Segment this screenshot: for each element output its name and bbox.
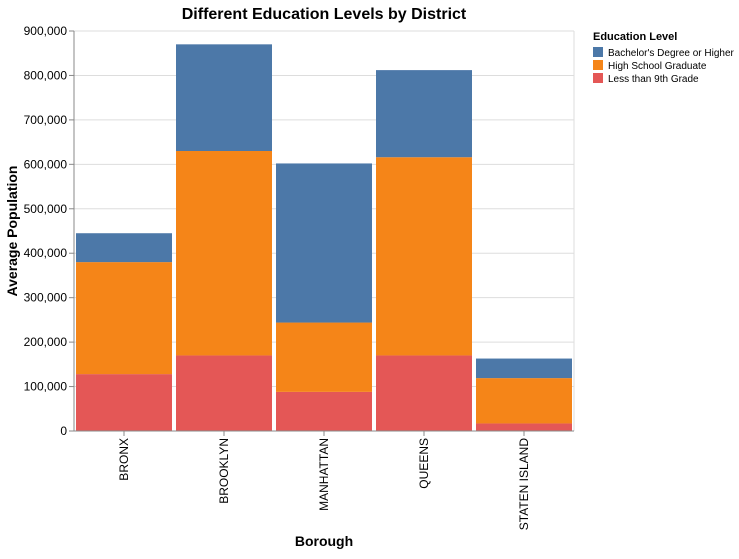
bar-segment [476,358,572,379]
bar-segment [376,157,472,356]
legend-swatch [593,47,603,57]
x-tick-label: BRONX [117,438,131,481]
bar-segment [376,355,472,431]
x-tick-label: MANHATTAN [317,438,331,511]
y-tick-label: 0 [60,424,67,438]
bar-segment [76,233,172,263]
bar-segment [476,423,572,431]
bar-segment [376,70,472,158]
bar-segment [176,151,272,356]
x-tick-label: QUEENS [417,438,431,489]
bar-segment [276,163,372,323]
legend-swatch [593,73,603,83]
legend-label: High School Graduate [608,61,707,72]
y-tick-label: 600,000 [24,157,68,171]
bars [76,44,572,431]
y-tick-label: 300,000 [24,291,68,305]
x-axis: BRONX BROOKLYN MANHATTAN QUEENS STATEN ISLAN… [74,430,574,531]
x-tick-label: BROOKLYN [217,438,231,504]
legend-label: Bachelor's Degree or Higher [608,48,735,59]
bar-segment [176,355,272,431]
legend-label: Less than 9th Grade [608,74,699,85]
bar-segment [276,391,372,431]
y-tick-label: 900,000 [24,24,68,38]
x-axis-title: Borough [295,533,353,549]
bar-segment [176,44,272,152]
y-tick-label: 700,000 [24,113,68,127]
bar-segment [76,262,172,375]
bar-segment [476,378,572,424]
y-axis: 0 100,000 200,000 300,000 400,000 500,000 600,… [24,24,75,438]
y-tick-label: 500,000 [24,202,68,216]
bar-segment [276,322,372,392]
y-tick-label: 400,000 [24,246,68,260]
y-tick-label: 800,000 [24,68,68,82]
x-tick-label: STATEN ISLAND [517,438,531,531]
chart-title: Different Education Levels by District [182,6,467,23]
y-axis-title: Average Population [4,166,20,297]
y-tick-label: 200,000 [24,335,68,349]
y-tick-label: 100,000 [24,380,68,394]
bar-segment [76,374,172,431]
legend-title: Education Level [593,31,677,43]
legend-swatch [593,60,603,70]
legend: Education Level Bachelor's Degree or Hig… [593,31,735,85]
